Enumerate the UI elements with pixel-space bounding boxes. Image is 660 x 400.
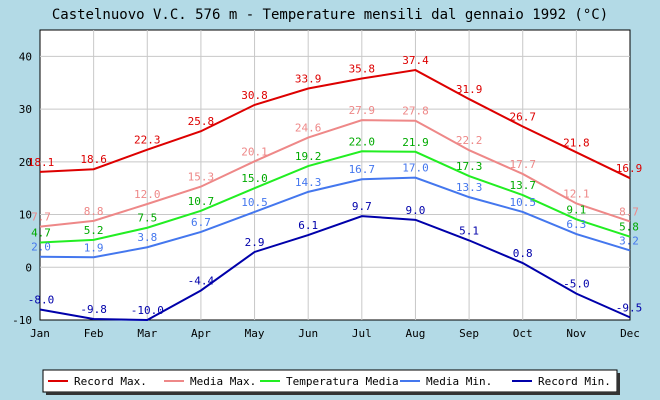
data-label: -4.4 bbox=[188, 274, 215, 287]
x-tick-label: Apr bbox=[191, 327, 211, 340]
data-label: 18.1 bbox=[28, 156, 55, 169]
y-tick-label: 0 bbox=[25, 261, 32, 274]
series-line bbox=[39, 150, 631, 244]
data-label: 5.1 bbox=[459, 224, 479, 237]
data-label: 3.8 bbox=[137, 231, 157, 244]
data-label: 5.2 bbox=[84, 224, 104, 237]
x-tick-label: Jun bbox=[298, 327, 318, 340]
data-label: 10.5 bbox=[241, 196, 268, 209]
data-label: 6.1 bbox=[298, 219, 318, 232]
data-label: 12.0 bbox=[134, 188, 161, 201]
data-label: 10.7 bbox=[188, 195, 215, 208]
data-label: 30.8 bbox=[241, 89, 268, 102]
data-label: 22.3 bbox=[134, 134, 161, 147]
data-label: 6.7 bbox=[191, 216, 211, 229]
legend-label: Record Min. bbox=[538, 375, 611, 388]
x-tick-label: Mar bbox=[137, 327, 157, 340]
legend: Record Max. Media Max. Temperatura Media Me… bbox=[42, 369, 620, 395]
y-tick-label: 30 bbox=[19, 103, 32, 116]
series-line bbox=[39, 69, 631, 180]
x-tick-label: Nov bbox=[566, 327, 586, 340]
x-tick-label: Dec bbox=[620, 327, 640, 340]
data-label: -8.0 bbox=[28, 293, 55, 306]
data-label: 13.3 bbox=[456, 181, 483, 194]
x-tick-label: Jul bbox=[352, 327, 372, 340]
data-label: 17.3 bbox=[456, 160, 483, 173]
data-label: -5.0 bbox=[563, 278, 590, 291]
data-label: 20.1 bbox=[241, 145, 268, 158]
data-label: 27.8 bbox=[402, 105, 429, 118]
data-label: -9.5 bbox=[616, 301, 643, 314]
data-label: 31.9 bbox=[456, 83, 483, 96]
data-label-layer: 18.1 18.6 22.3 25.8 30.8 33.9 35.8 37.4 31.9 26.7… bbox=[28, 54, 643, 317]
data-label: 14.3 bbox=[295, 176, 322, 189]
data-label: 17.0 bbox=[402, 162, 429, 175]
axis-layer: -10 0 10 20 30 40 Jan Feb Mar Apr May Jun Jul Aug Sep O… bbox=[12, 50, 640, 340]
legend-label: Media Max. bbox=[190, 375, 256, 388]
data-label: 16.9 bbox=[616, 162, 643, 175]
x-tick-label: Feb bbox=[84, 327, 104, 340]
data-label: 21.8 bbox=[563, 136, 590, 149]
legend-box-shadow-bottom bbox=[46, 392, 620, 395]
data-label: 9.1 bbox=[566, 203, 586, 216]
data-label: 5.8 bbox=[619, 221, 639, 234]
legend-label: Record Max. bbox=[74, 375, 147, 388]
series-line bbox=[39, 215, 631, 322]
data-label: -9.8 bbox=[80, 303, 107, 316]
data-label: 17.7 bbox=[509, 158, 536, 171]
data-label: 24.6 bbox=[295, 122, 322, 135]
data-label: 13.7 bbox=[509, 179, 536, 192]
x-tick-label: Aug bbox=[406, 327, 426, 340]
chart-title: Castelnuovo V.C. 576 m - Temperature men… bbox=[52, 7, 608, 23]
data-label: 33.9 bbox=[295, 73, 322, 86]
series-layer bbox=[39, 69, 631, 322]
legend-label: Temperatura Media bbox=[286, 375, 399, 388]
legend-label: Media Min. bbox=[426, 375, 492, 388]
data-label: 35.8 bbox=[349, 63, 376, 76]
data-label: 27.9 bbox=[349, 104, 376, 117]
series-line bbox=[39, 119, 631, 228]
data-label: 6.3 bbox=[566, 218, 586, 231]
data-label: -10.0 bbox=[131, 304, 164, 317]
data-label: 2.9 bbox=[245, 236, 265, 249]
data-label: 15.0 bbox=[241, 172, 268, 185]
x-tick-label: Oct bbox=[513, 327, 533, 340]
data-label: 25.8 bbox=[188, 115, 215, 128]
x-tick-label: Sep bbox=[459, 327, 479, 340]
data-label: 10.5 bbox=[509, 196, 536, 209]
y-tick-label: -10 bbox=[12, 314, 32, 327]
data-label: 9.0 bbox=[406, 204, 426, 217]
y-tick-label: 20 bbox=[19, 156, 32, 169]
data-label: 21.9 bbox=[402, 136, 429, 149]
data-label: 0.8 bbox=[513, 247, 533, 260]
data-label: 7.5 bbox=[137, 212, 157, 225]
data-label: 2.0 bbox=[31, 241, 51, 254]
legend-box-shadow bbox=[617, 373, 620, 395]
data-label: 15.3 bbox=[188, 171, 215, 184]
data-label: 26.7 bbox=[509, 110, 536, 123]
y-tick-label: 10 bbox=[19, 209, 32, 222]
y-tick-label: 40 bbox=[19, 50, 32, 63]
data-label: 1.9 bbox=[84, 241, 104, 254]
data-label: 8.7 bbox=[619, 205, 639, 218]
data-label: 18.6 bbox=[80, 153, 107, 166]
data-label: 16.7 bbox=[349, 163, 376, 176]
data-label: 8.8 bbox=[84, 205, 104, 218]
data-label: 19.2 bbox=[295, 150, 322, 163]
x-tick-label: Jan bbox=[30, 327, 50, 340]
data-label: 22.2 bbox=[456, 134, 483, 147]
data-label: 7.7 bbox=[31, 211, 51, 224]
data-label: 3.2 bbox=[619, 234, 639, 247]
data-label: 4.7 bbox=[31, 226, 51, 239]
data-label: 37.4 bbox=[402, 54, 429, 67]
plot-area bbox=[39, 29, 631, 321]
data-label: 22.0 bbox=[349, 135, 376, 148]
data-label: 9.7 bbox=[352, 200, 372, 213]
data-label: 12.1 bbox=[563, 187, 590, 200]
x-tick-label: May bbox=[245, 327, 265, 340]
series-line bbox=[39, 176, 631, 259]
